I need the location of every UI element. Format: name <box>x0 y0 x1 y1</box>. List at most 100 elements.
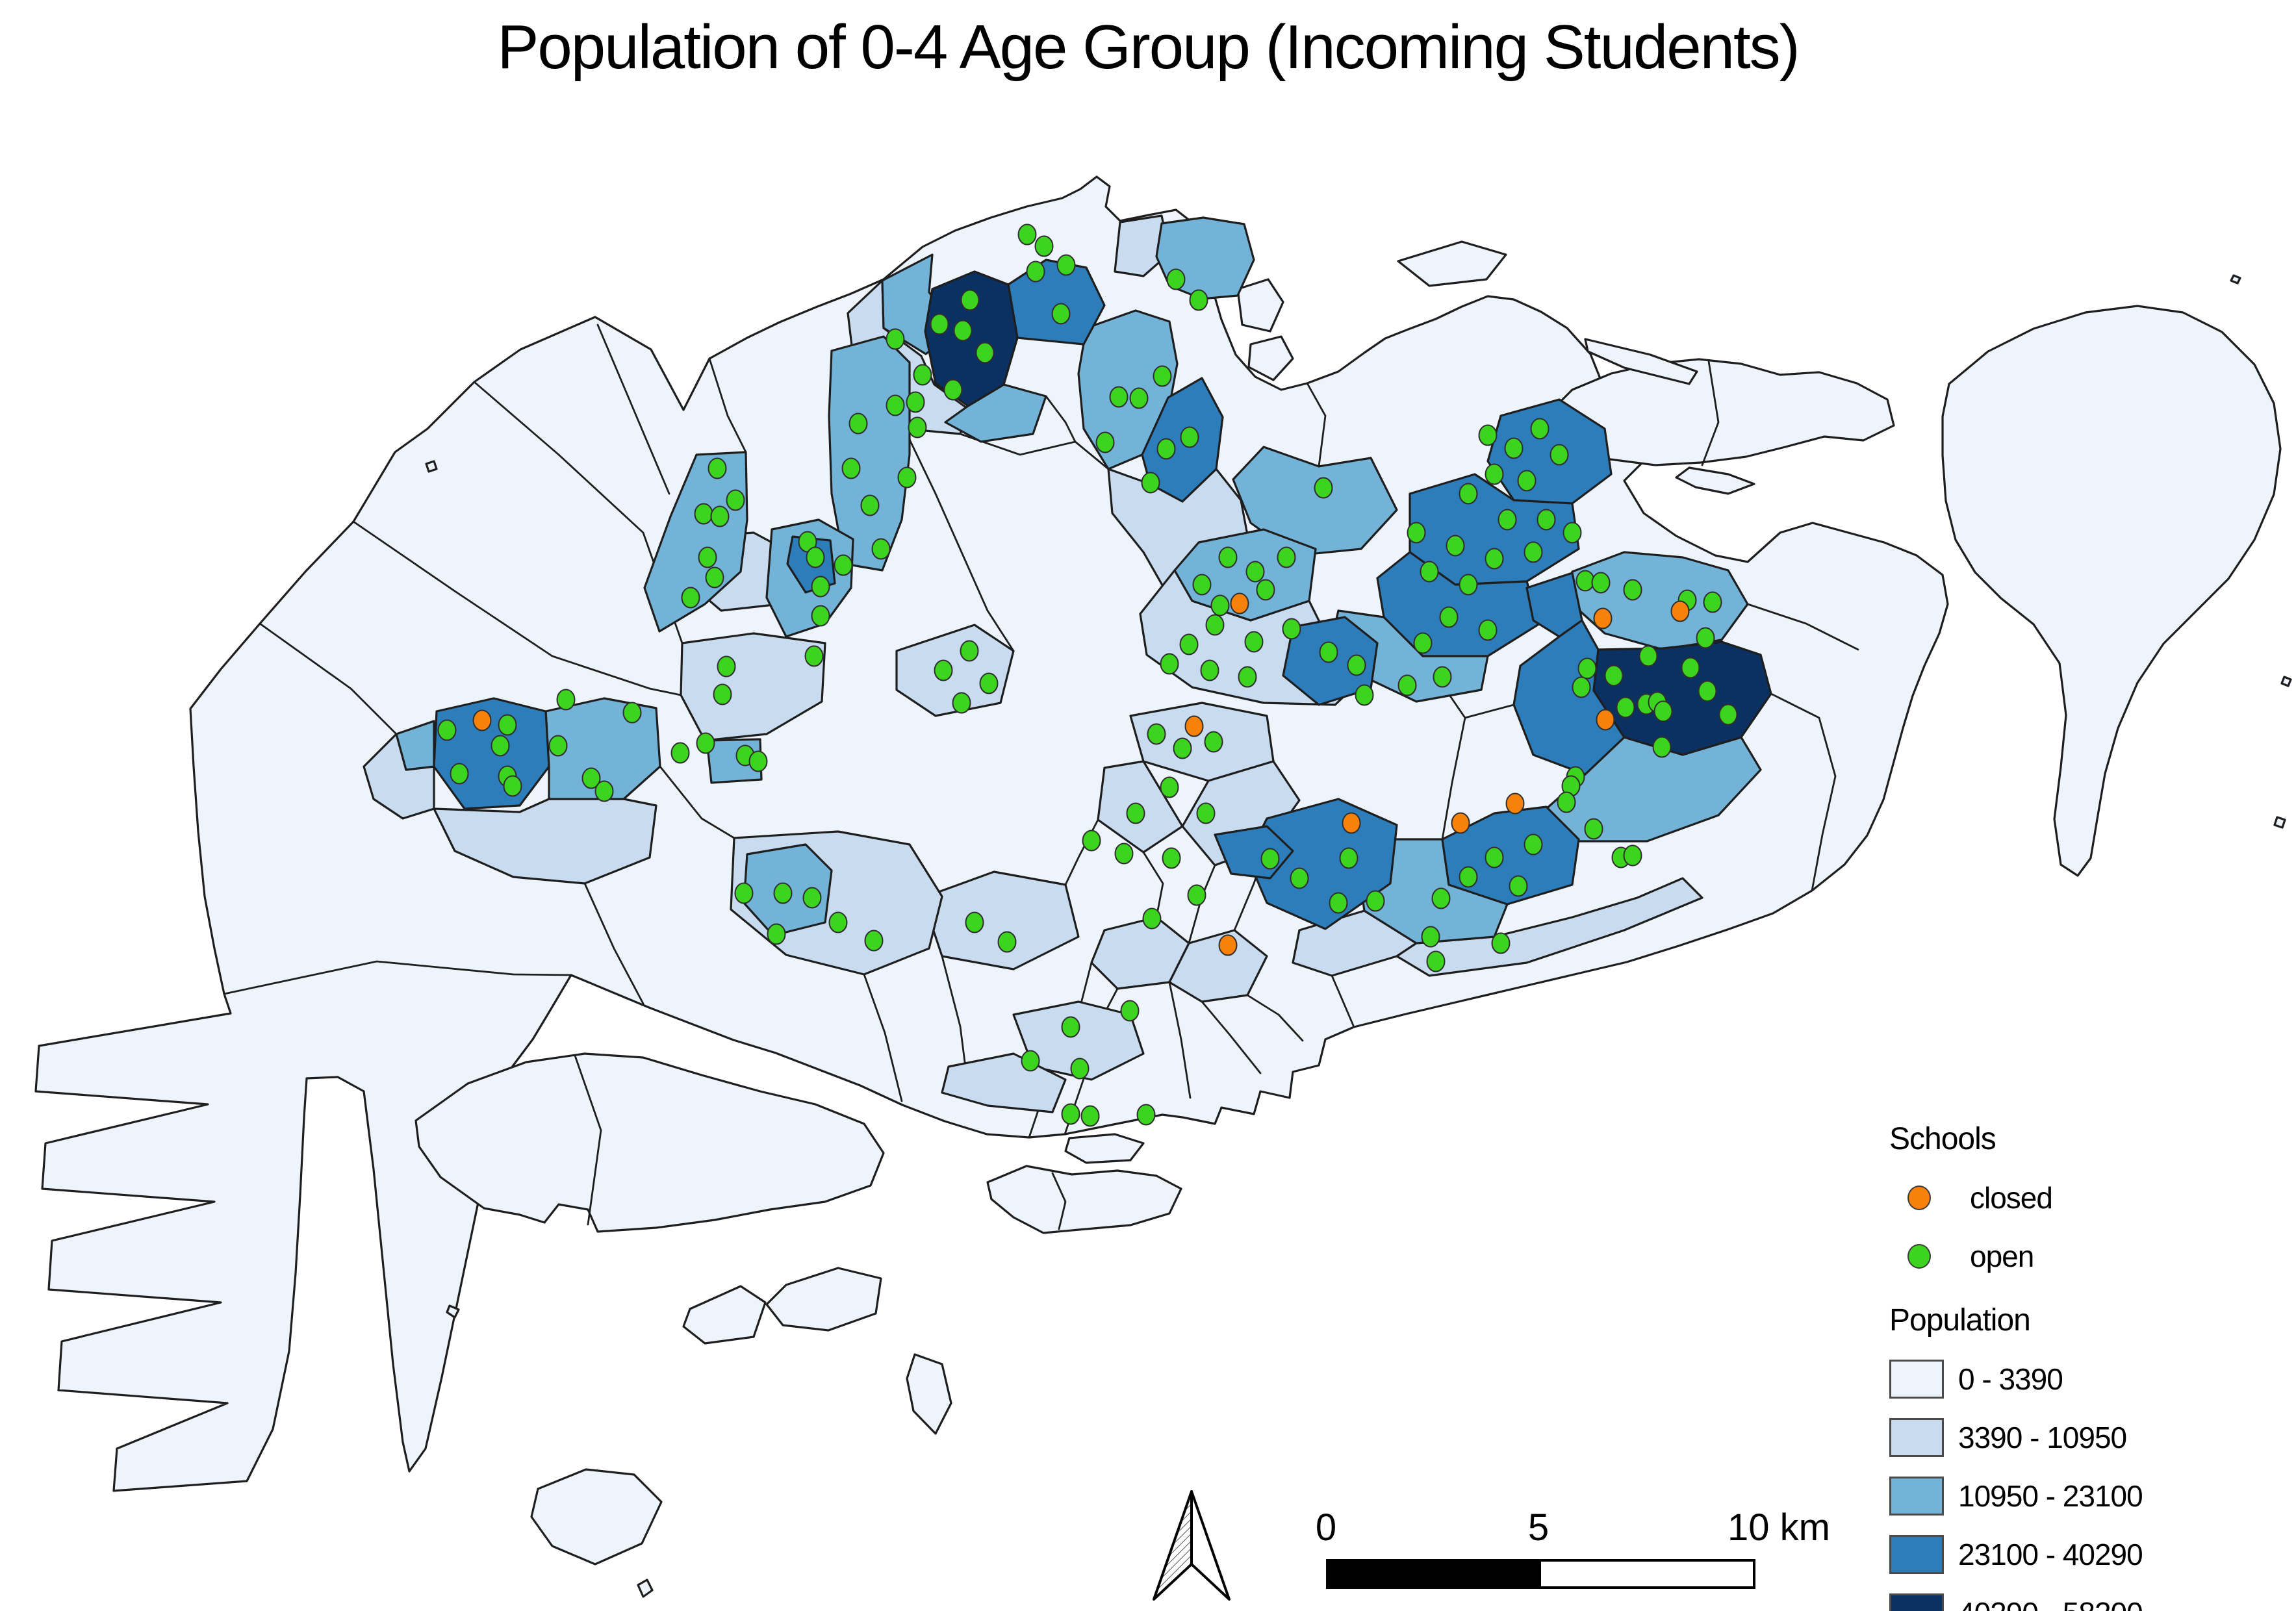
open-school-marker <box>1459 483 1478 505</box>
open-school-marker <box>1061 1103 1080 1125</box>
open-school-marker <box>1584 818 1603 840</box>
open-school-marker <box>934 659 953 681</box>
open-school-marker <box>1196 802 1216 824</box>
open-school-marker <box>1056 254 1076 276</box>
open-school-marker <box>1187 884 1206 906</box>
open-school-marker <box>960 289 980 311</box>
open-school-marker <box>1109 386 1129 408</box>
legend-class-row: 23100 - 40290 <box>1889 1525 2143 1584</box>
open-school-marker <box>1061 1016 1080 1038</box>
open-school-marker <box>804 645 824 667</box>
district-boundary <box>708 357 747 453</box>
district-boundary <box>223 960 572 995</box>
population-swatch-1 <box>1889 1360 1944 1399</box>
open-school-marker <box>734 882 754 904</box>
district-boundary <box>1701 360 1720 466</box>
open-school-marker <box>1431 887 1451 909</box>
open-school-marker <box>1524 833 1543 856</box>
district-boundary <box>1746 603 1859 651</box>
open-school-marker <box>1192 574 1212 596</box>
open-school-marker <box>556 689 576 711</box>
open-school-marker <box>1329 892 1348 914</box>
closed-school-icon <box>1907 1186 1931 1210</box>
closed-school-marker <box>1342 812 1361 834</box>
open-school-marker <box>1282 618 1301 640</box>
legend-class-row: 0 - 3390 <box>1889 1350 2143 1408</box>
open-school-marker <box>698 546 717 568</box>
open-school-marker <box>1623 579 1642 601</box>
open-school-marker <box>1485 548 1504 570</box>
open-school-marker <box>1034 235 1054 257</box>
open-school-marker <box>491 735 510 757</box>
legend: Schools closed open Population 0 - 3390 … <box>1889 1121 2143 1611</box>
open-school-marker <box>1162 847 1181 869</box>
open-school-marker <box>1498 509 1517 531</box>
population-region-c2 <box>1168 929 1268 1003</box>
open-school-marker <box>1218 546 1238 568</box>
open-school-marker <box>960 640 979 662</box>
open-school-marker <box>943 379 963 401</box>
open-school-marker <box>1129 387 1149 409</box>
open-school-marker <box>930 313 949 335</box>
land-jurong-island <box>415 1052 885 1233</box>
open-school-marker <box>1459 574 1478 596</box>
district-boundary <box>259 622 398 735</box>
population-range-1: 0 - 3390 <box>1958 1362 2063 1396</box>
open-school-marker <box>997 931 1017 953</box>
open-school-marker <box>1277 546 1296 568</box>
district-boundary <box>959 433 1110 470</box>
open-school-marker <box>886 328 905 350</box>
open-school-marker <box>1407 522 1426 544</box>
open-school-marker <box>710 505 730 527</box>
open-school-marker <box>1413 632 1433 654</box>
open-school-marker <box>713 683 732 705</box>
closed-school-marker <box>1451 812 1470 834</box>
open-school-marker <box>1504 437 1524 459</box>
open-school-marker <box>1639 645 1658 667</box>
open-school-marker <box>1166 268 1186 290</box>
open-school-marker <box>841 457 861 479</box>
open-school-marker <box>1160 776 1179 798</box>
open-school-marker <box>811 605 830 627</box>
land-bukom-kechil <box>682 1285 767 1345</box>
district-boundary <box>903 427 1015 652</box>
open-school-marker <box>450 763 469 785</box>
legend-class-row: 3390 - 10950 <box>1889 1408 2143 1467</box>
open-school-marker <box>913 364 932 386</box>
open-school-marker <box>828 911 848 933</box>
open-school-marker <box>1698 680 1717 702</box>
scale-bar-labels: 0 5 10 km <box>1316 1506 1830 1549</box>
open-school-marker <box>1260 848 1280 870</box>
open-school-marker <box>1179 633 1199 655</box>
open-school-marker <box>952 692 971 714</box>
land-islet-speck-2 <box>637 1579 654 1598</box>
open-school-marker <box>748 750 768 772</box>
population-region-c3 <box>1232 446 1398 557</box>
closed-school-marker <box>472 709 492 731</box>
closed-school-marker <box>1593 607 1613 629</box>
open-school-marker <box>1478 424 1498 446</box>
closed-school-marker <box>1230 592 1249 615</box>
legend-class-row: 40290 - 58200 <box>1889 1584 2143 1611</box>
open-school-marker <box>1517 470 1537 492</box>
open-school-marker <box>581 767 601 789</box>
scale-tick-5: 5 <box>1527 1506 1550 1549</box>
population-range-3: 10950 - 23100 <box>1958 1479 2143 1513</box>
scale-tick-0: 0 <box>1315 1506 1337 1549</box>
open-school-marker <box>1142 907 1162 930</box>
open-school-marker <box>1160 653 1179 675</box>
population-range-2: 3390 - 10950 <box>1958 1421 2127 1454</box>
population-region-c4 <box>1376 551 1541 657</box>
population-range-4: 23100 - 40290 <box>1958 1538 2143 1571</box>
land-punggol-islet-1 <box>1236 278 1284 333</box>
district-boundary <box>659 765 735 839</box>
open-school-marker <box>1290 867 1309 889</box>
open-school-marker <box>1572 676 1591 698</box>
open-school-marker <box>886 394 905 416</box>
open-school-marker <box>717 655 736 678</box>
district-boundary <box>551 655 682 696</box>
legend-population-header: Population <box>1889 1303 2031 1338</box>
open-school-icon <box>1907 1244 1931 1269</box>
open-school-marker <box>1439 606 1459 628</box>
population-swatch-5 <box>1889 1593 1944 1611</box>
